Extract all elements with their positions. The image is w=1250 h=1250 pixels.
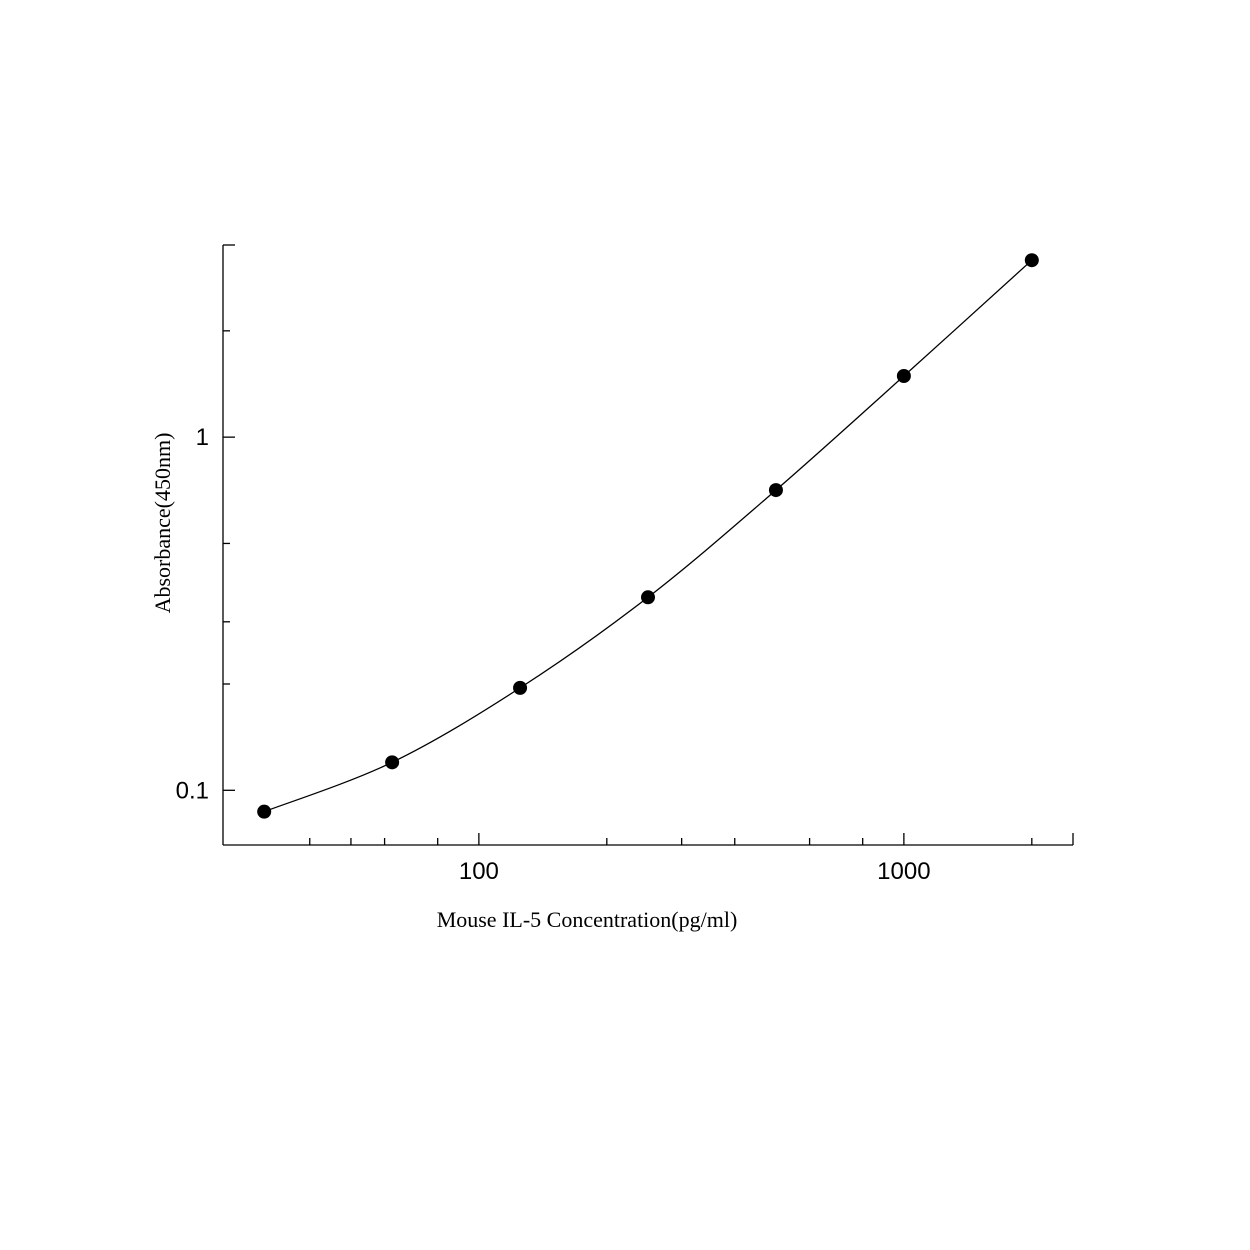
x-tick-label: 1000: [877, 858, 930, 885]
data-point: [385, 755, 400, 770]
data-point: [896, 368, 911, 383]
fit-curve: [263, 259, 1033, 813]
data-point: [768, 483, 783, 498]
y-axis-label: Absorbance(450nm): [150, 433, 175, 614]
x-axis-label: Mouse IL-5 Concentration(pg/ml): [437, 907, 738, 932]
data-point: [641, 590, 655, 605]
y-tick-label: 1: [196, 424, 209, 451]
x-tick-label: 100: [459, 858, 499, 885]
data-point: [1024, 253, 1039, 268]
data-point: [257, 804, 272, 819]
data-point: [513, 680, 528, 695]
y-tick-label: 0.1: [176, 777, 209, 804]
